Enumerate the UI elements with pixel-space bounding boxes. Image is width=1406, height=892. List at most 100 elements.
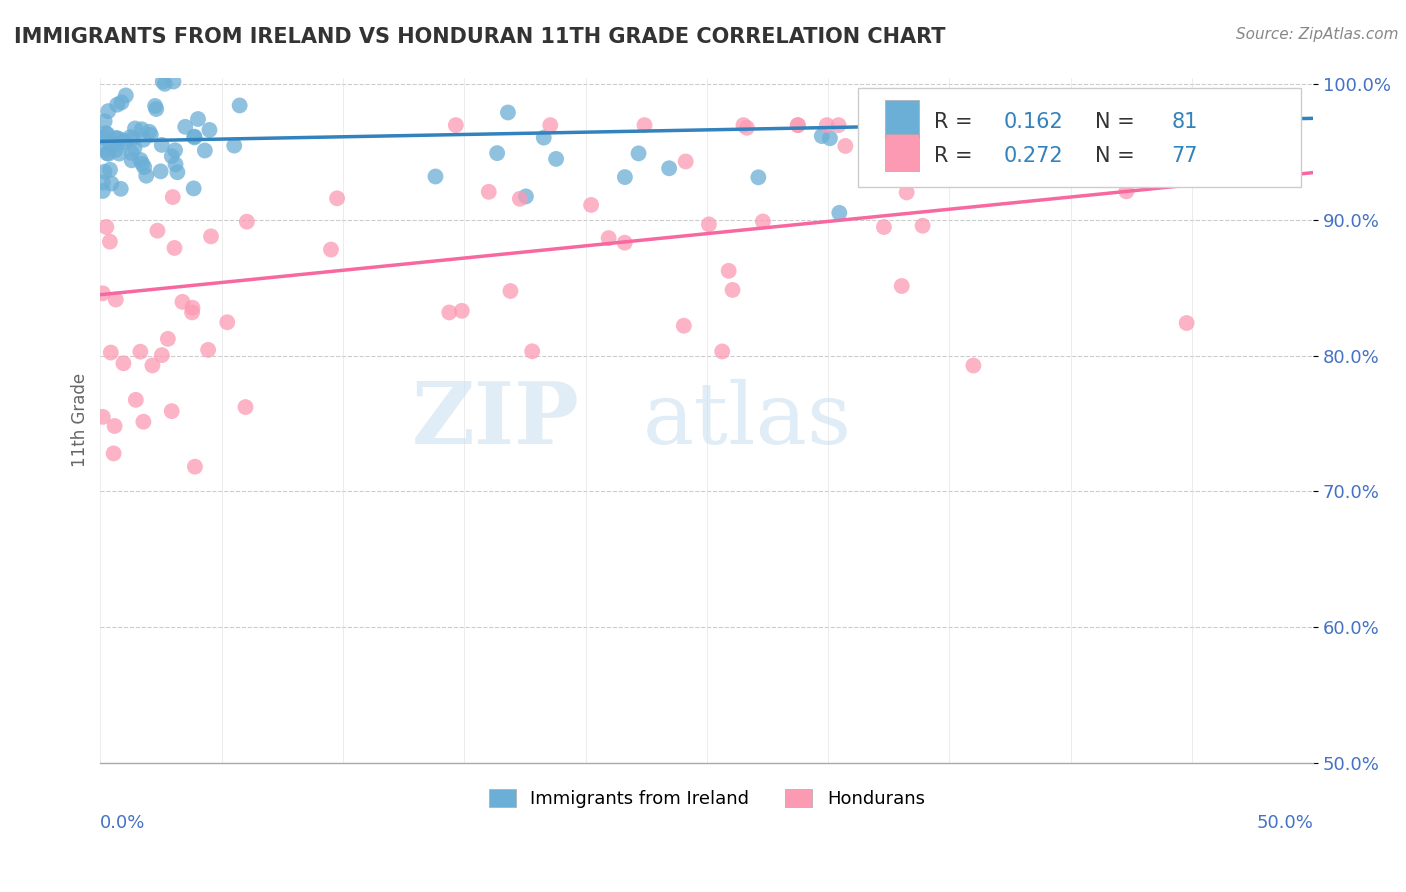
Point [100, 345, 122, 359]
Point [827, 118, 849, 132]
Point [1008, 106, 1031, 120]
Point [672, 318, 695, 333]
Text: 0.162: 0.162 [1004, 112, 1064, 132]
Text: ZIP: ZIP [412, 378, 579, 462]
Point [162, 190, 184, 204]
Point [721, 283, 744, 297]
Point [149, 164, 172, 178]
Point [896, 186, 918, 200]
Point [97, 104, 120, 119]
Point [717, 264, 740, 278]
Point [515, 189, 537, 203]
Point [91, 176, 114, 190]
Point [747, 170, 769, 185]
Point [786, 118, 808, 132]
Point [1053, 135, 1076, 149]
Point [627, 146, 650, 161]
Point [499, 284, 522, 298]
Point [533, 130, 555, 145]
Point [815, 118, 838, 132]
Point [112, 356, 135, 370]
Point [131, 122, 153, 136]
Point [110, 182, 132, 196]
Point [439, 305, 461, 319]
Point [1215, 154, 1237, 169]
Point [235, 400, 257, 414]
Point [496, 105, 519, 120]
Point [425, 169, 447, 184]
Point [828, 206, 851, 220]
Text: 81: 81 [1171, 112, 1198, 132]
Point [538, 118, 561, 132]
Point [962, 359, 984, 373]
Point [93, 114, 115, 128]
Point [752, 214, 775, 228]
Point [166, 165, 188, 179]
Point [224, 138, 246, 153]
Point [152, 74, 174, 88]
Point [108, 146, 131, 161]
Point [124, 141, 146, 155]
Point [658, 161, 681, 176]
Point [103, 446, 125, 460]
Point [139, 128, 162, 142]
Point [183, 130, 205, 145]
Point [129, 344, 152, 359]
Point [183, 129, 205, 144]
Point [150, 348, 173, 362]
Point [165, 143, 187, 157]
Point [486, 146, 509, 161]
Point [174, 120, 197, 134]
Point [125, 392, 148, 407]
Point [121, 146, 143, 161]
Point [198, 123, 221, 137]
Point [929, 130, 952, 145]
Point [1160, 118, 1182, 132]
Text: IMMIGRANTS FROM IRELAND VS HONDURAN 11TH GRADE CORRELATION CHART: IMMIGRANTS FROM IRELAND VS HONDURAN 11TH… [14, 27, 946, 46]
FancyBboxPatch shape [886, 100, 920, 137]
Text: 77: 77 [1171, 146, 1198, 167]
Point [96, 146, 118, 161]
Text: R =: R = [934, 112, 979, 132]
Text: 0.0%: 0.0% [100, 814, 146, 832]
Point [165, 157, 187, 171]
Point [1074, 118, 1097, 132]
Point [104, 143, 127, 157]
Point [172, 294, 194, 309]
Point [1099, 118, 1122, 132]
Point [1019, 113, 1042, 128]
Point [956, 118, 979, 132]
Point [1237, 118, 1260, 132]
Point [146, 224, 169, 238]
Point [160, 149, 183, 163]
Text: 0.272: 0.272 [1004, 146, 1063, 167]
Point [163, 241, 186, 255]
Point [181, 301, 204, 315]
Point [613, 170, 636, 185]
Point [444, 118, 467, 132]
Point [873, 118, 896, 132]
Point [1080, 137, 1102, 152]
Point [675, 154, 697, 169]
Point [150, 137, 173, 152]
Text: N =: N = [1095, 146, 1142, 167]
Point [1264, 142, 1286, 156]
Point [141, 359, 163, 373]
Point [1036, 118, 1059, 132]
Point [107, 131, 129, 145]
Point [98, 235, 121, 249]
Point [162, 74, 184, 88]
Y-axis label: 11th Grade: 11th Grade [72, 373, 89, 467]
Point [509, 192, 531, 206]
Point [1043, 118, 1066, 132]
Point [873, 219, 896, 234]
Point [863, 127, 886, 141]
Point [138, 125, 160, 139]
Point [91, 409, 114, 424]
Point [98, 162, 121, 177]
Point [868, 118, 890, 132]
FancyBboxPatch shape [886, 134, 920, 171]
Point [129, 153, 152, 167]
Point [98, 136, 121, 150]
Point [96, 128, 118, 142]
